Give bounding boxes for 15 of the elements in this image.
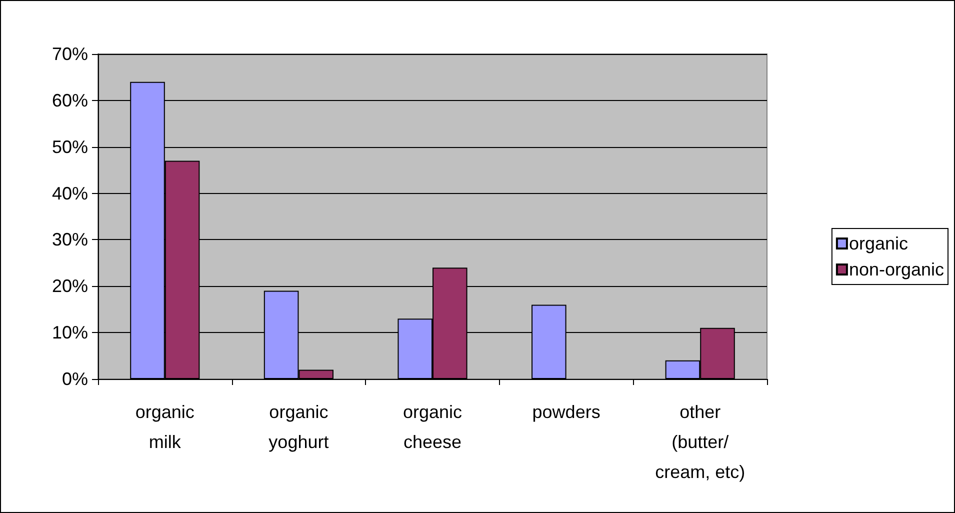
legend-label: non-organic [848, 260, 944, 280]
y-tick-label: 40% [52, 183, 88, 204]
y-tick-label: 20% [52, 276, 88, 296]
x-tick-label: organic milk [135, 402, 194, 452]
y-tick-label: 60% [52, 90, 88, 110]
y-tick-label: 0% [62, 369, 88, 389]
y-tick-label: 50% [52, 136, 88, 157]
y-tick-label: 10% [52, 322, 88, 343]
x-tick-label: powders [532, 402, 600, 422]
legend-label: organic [848, 234, 908, 254]
x-tick-label: other (butter/ cream, etc) [655, 402, 746, 482]
x-tick-label: organic yoghurt [268, 402, 329, 452]
x-tick-label: organic cheese [402, 402, 462, 452]
y-tick-label: 70% [52, 44, 88, 64]
y-tick-label: 30% [52, 230, 88, 250]
